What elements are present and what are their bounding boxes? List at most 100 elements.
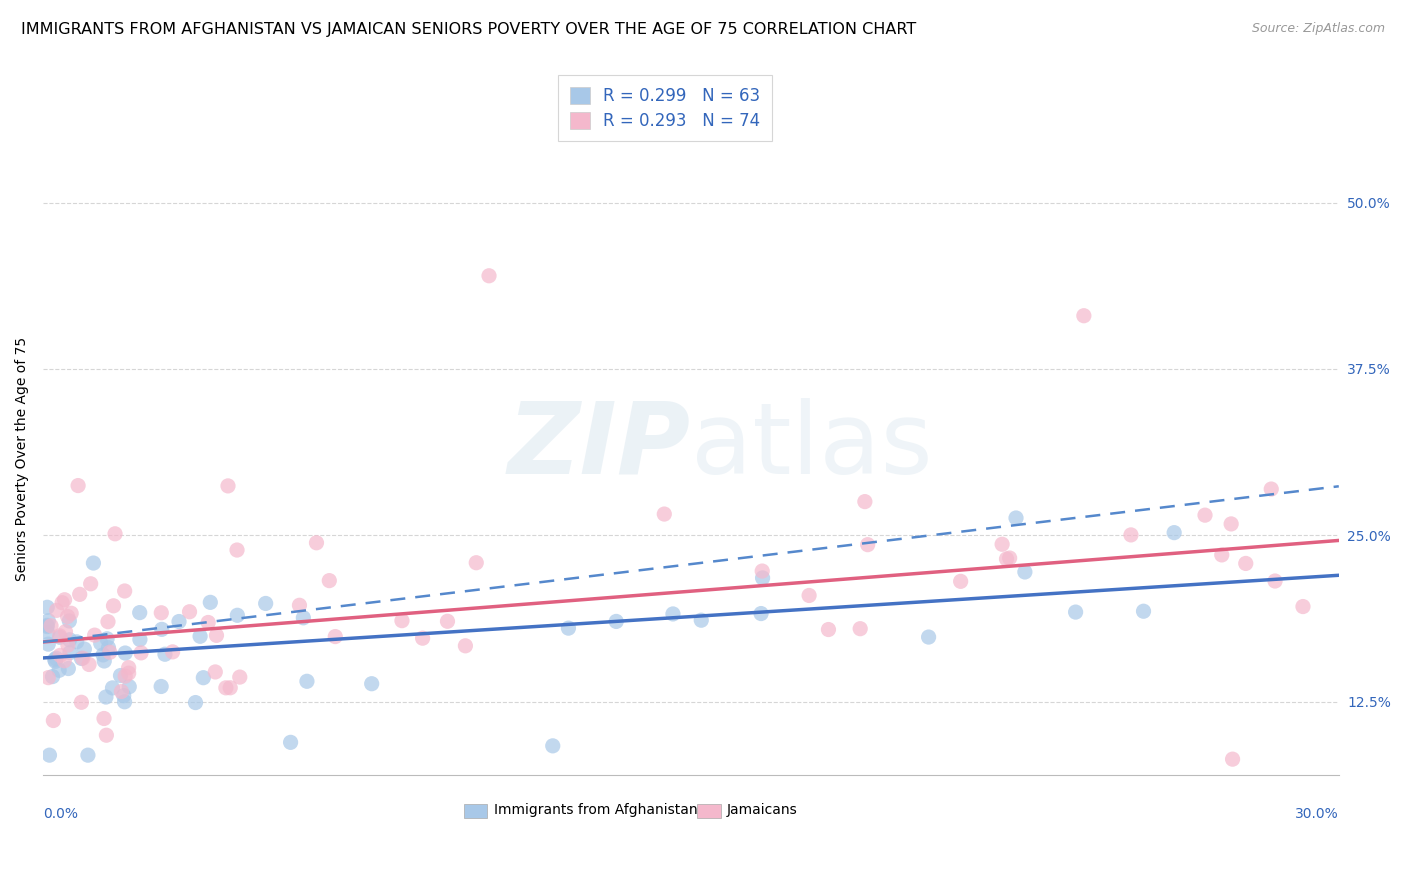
Point — [118, 666, 141, 681]
Point — [751, 571, 773, 585]
Point — [37, 614, 59, 628]
Text: Jamaicans: Jamaicans — [727, 803, 797, 817]
Point — [42, 714, 65, 728]
Point — [204, 665, 226, 679]
Point — [478, 268, 501, 283]
Point — [541, 739, 564, 753]
Point — [305, 535, 328, 549]
Point — [200, 595, 222, 609]
Point — [49, 648, 72, 663]
Point — [323, 630, 346, 644]
Point — [114, 669, 136, 683]
Text: ZIP: ZIP — [508, 398, 690, 495]
Point — [150, 606, 173, 620]
Point — [292, 611, 315, 625]
Point — [1119, 528, 1142, 542]
Point — [44, 653, 66, 667]
Point — [45, 651, 67, 665]
Point — [37, 618, 59, 632]
Point — [150, 680, 173, 694]
Point — [93, 711, 115, 725]
Point — [295, 674, 318, 689]
Legend: R = 0.299   N = 63, R = 0.293   N = 74: R = 0.299 N = 63, R = 0.293 N = 74 — [558, 75, 772, 141]
Point — [167, 615, 190, 629]
Point — [205, 628, 228, 642]
Point — [56, 638, 79, 652]
Point — [37, 637, 59, 651]
Point — [37, 619, 59, 633]
Y-axis label: Seniors Poverty Over the Age of 75: Seniors Poverty Over the Age of 75 — [15, 337, 30, 581]
Point — [48, 629, 70, 643]
Point — [652, 507, 675, 521]
Text: 0.0%: 0.0% — [44, 806, 77, 821]
Point — [153, 647, 176, 661]
Point — [93, 654, 115, 668]
Point — [229, 670, 252, 684]
Point — [360, 676, 382, 690]
Point — [1234, 557, 1257, 571]
Point — [69, 587, 91, 601]
Point — [83, 628, 105, 642]
Point — [436, 615, 458, 629]
Point — [197, 615, 219, 630]
Point — [129, 646, 152, 660]
Point — [70, 651, 93, 665]
Point — [79, 576, 101, 591]
Point — [219, 681, 242, 695]
Point — [55, 624, 77, 639]
Point — [391, 614, 413, 628]
Point — [1132, 604, 1154, 618]
Point — [1222, 752, 1244, 766]
Point — [217, 479, 239, 493]
Point — [48, 663, 70, 677]
Point — [73, 642, 96, 657]
Point — [1220, 516, 1243, 531]
Point — [97, 640, 120, 655]
Point — [662, 607, 685, 621]
Point — [128, 606, 150, 620]
Point — [72, 651, 94, 665]
Text: Source: ZipAtlas.com: Source: ZipAtlas.com — [1251, 22, 1385, 36]
Point — [90, 636, 112, 650]
Point — [226, 608, 249, 623]
Point — [60, 607, 83, 621]
Point — [114, 584, 136, 599]
Point — [104, 526, 127, 541]
Point — [751, 564, 773, 578]
Point — [998, 551, 1021, 566]
Point — [45, 603, 67, 617]
Point — [288, 599, 311, 613]
Point — [215, 681, 238, 695]
Point — [37, 671, 59, 685]
Text: 30.0%: 30.0% — [1295, 806, 1339, 821]
Point — [114, 695, 136, 709]
Point — [103, 599, 125, 613]
Point — [280, 735, 302, 749]
Point — [98, 645, 121, 659]
Point — [1211, 548, 1233, 562]
Point — [188, 629, 211, 643]
Point — [129, 632, 152, 647]
Point — [59, 646, 82, 660]
Point — [77, 657, 100, 672]
Point — [318, 574, 340, 588]
Point — [53, 654, 76, 668]
Point — [817, 623, 839, 637]
Point — [91, 648, 114, 662]
Point — [49, 630, 72, 644]
Point — [454, 639, 477, 653]
Point — [58, 661, 80, 675]
Point — [1005, 511, 1028, 525]
Point — [97, 615, 120, 629]
Point — [66, 635, 89, 649]
Point — [53, 592, 76, 607]
Point — [70, 695, 93, 709]
Point — [41, 669, 63, 683]
Point — [82, 556, 104, 570]
Point — [37, 600, 59, 615]
Point — [557, 621, 579, 635]
Point — [38, 748, 60, 763]
Point — [118, 660, 141, 674]
Point — [949, 574, 972, 589]
Point — [1194, 508, 1216, 523]
